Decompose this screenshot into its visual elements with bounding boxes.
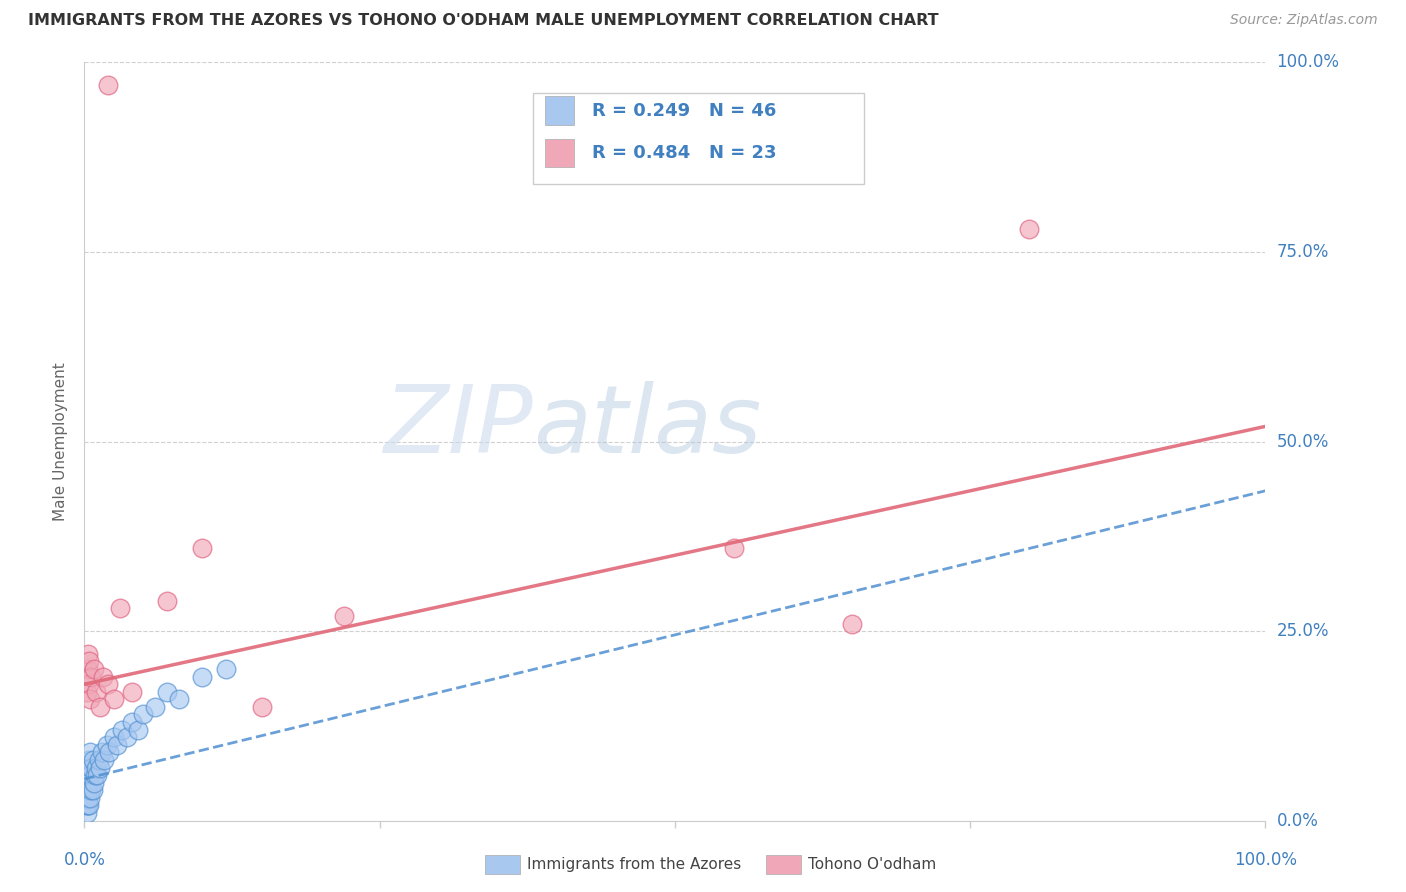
Point: [77, 783, 100, 797]
Point: [82, 783, 104, 797]
Point: [76, 768, 98, 782]
Point: [103, 730, 125, 744]
Point: [191, 541, 214, 555]
Point: [77, 776, 100, 790]
Text: 75.0%: 75.0%: [1277, 243, 1329, 261]
Point: [89, 760, 111, 774]
FancyBboxPatch shape: [546, 139, 575, 168]
Point: [143, 699, 166, 714]
Point: [75, 783, 97, 797]
Point: [723, 541, 745, 555]
Point: [167, 692, 190, 706]
Point: [77, 798, 100, 813]
Point: [82, 753, 104, 767]
Point: [91, 669, 114, 683]
Point: [83, 662, 105, 676]
Text: Immigrants from the Azores: Immigrants from the Azores: [527, 857, 741, 871]
Point: [127, 723, 149, 737]
Point: [89, 699, 111, 714]
Point: [111, 723, 134, 737]
Point: [75, 791, 97, 805]
Text: 0.0%: 0.0%: [1277, 812, 1319, 830]
Point: [1018, 222, 1040, 236]
Text: 100.0%: 100.0%: [1234, 851, 1296, 869]
Point: [84, 768, 107, 782]
Point: [121, 715, 143, 730]
Point: [191, 669, 214, 683]
Point: [93, 753, 115, 767]
Point: [77, 753, 100, 767]
Point: [75, 776, 97, 790]
Text: Source: ZipAtlas.com: Source: ZipAtlas.com: [1230, 13, 1378, 28]
Point: [121, 685, 143, 699]
Point: [156, 594, 179, 608]
Point: [77, 677, 100, 691]
Point: [107, 738, 129, 752]
Point: [86, 768, 108, 782]
Point: [87, 753, 110, 767]
Point: [91, 746, 114, 760]
Text: 50.0%: 50.0%: [1277, 433, 1329, 450]
Point: [76, 783, 98, 797]
Point: [76, 685, 98, 699]
FancyBboxPatch shape: [546, 96, 575, 125]
Point: [96, 738, 118, 752]
Text: 100.0%: 100.0%: [1277, 54, 1340, 71]
Point: [333, 608, 356, 623]
Point: [84, 685, 107, 699]
Text: Tohono O'odham: Tohono O'odham: [808, 857, 936, 871]
Point: [77, 655, 100, 669]
Point: [97, 78, 120, 92]
Point: [80, 669, 103, 683]
Point: [103, 692, 125, 706]
Point: [77, 791, 100, 805]
Point: [79, 791, 101, 805]
Text: atlas: atlas: [533, 381, 762, 472]
Point: [77, 760, 100, 774]
Point: [108, 601, 131, 615]
Point: [76, 806, 98, 821]
Text: ZIP: ZIP: [384, 381, 533, 472]
Text: IMMIGRANTS FROM THE AZORES VS TOHONO O'ODHAM MALE UNEMPLOYMENT CORRELATION CHART: IMMIGRANTS FROM THE AZORES VS TOHONO O'O…: [28, 13, 939, 29]
Point: [76, 791, 98, 805]
Text: 25.0%: 25.0%: [1277, 622, 1329, 640]
Point: [97, 677, 120, 691]
Point: [75, 798, 97, 813]
Point: [250, 699, 273, 714]
Point: [79, 768, 101, 782]
Point: [132, 707, 155, 722]
Text: 0.0%: 0.0%: [63, 851, 105, 869]
Point: [84, 760, 107, 774]
FancyBboxPatch shape: [533, 93, 863, 184]
Point: [83, 776, 105, 790]
Point: [80, 783, 103, 797]
Point: [79, 746, 101, 760]
Point: [77, 776, 100, 790]
Point: [77, 662, 100, 676]
Point: [76, 798, 98, 813]
Point: [98, 746, 121, 760]
Point: [79, 692, 101, 706]
Point: [841, 616, 863, 631]
Point: [80, 760, 103, 774]
Point: [77, 647, 100, 661]
Point: [115, 730, 138, 744]
Text: R = 0.249   N = 46: R = 0.249 N = 46: [592, 102, 776, 120]
Y-axis label: Male Unemployment: Male Unemployment: [53, 362, 69, 521]
Point: [156, 685, 179, 699]
Point: [215, 662, 238, 676]
Point: [77, 798, 100, 813]
Text: R = 0.484   N = 23: R = 0.484 N = 23: [592, 145, 776, 162]
